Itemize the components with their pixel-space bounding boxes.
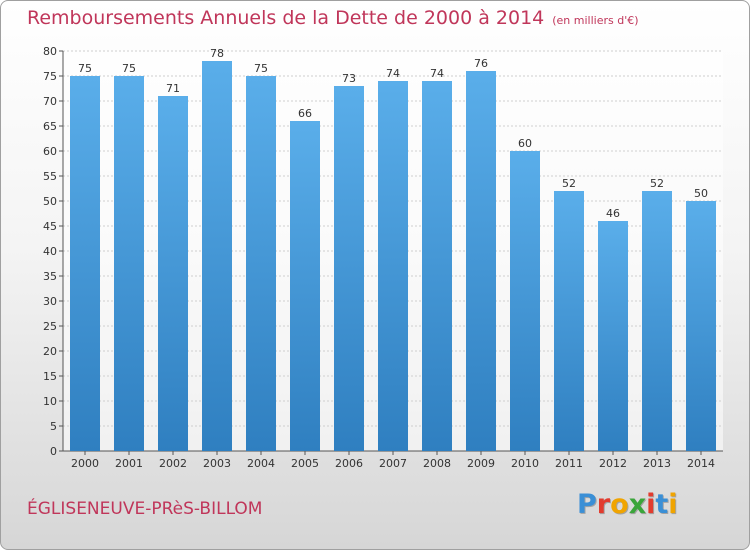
x-tick-label: 2009 [467, 457, 495, 470]
x-tick-label: 2001 [115, 457, 143, 470]
bar [202, 61, 232, 451]
x-tick-label: 2005 [291, 457, 319, 470]
y-tick-label: 50 [43, 195, 57, 208]
y-tick-label: 15 [43, 370, 57, 383]
data-label: 52 [562, 177, 576, 190]
bar [642, 191, 672, 451]
bar [686, 201, 716, 451]
y-tick-label: 0 [50, 445, 57, 458]
logo-letter: r [596, 489, 611, 520]
data-label: 74 [430, 67, 444, 80]
x-tick-label: 2011 [555, 457, 583, 470]
x-tick-label: 2008 [423, 457, 451, 470]
data-label: 52 [650, 177, 664, 190]
x-tick-label: 2010 [511, 457, 539, 470]
y-tick-label: 60 [43, 145, 57, 158]
bar [158, 96, 188, 451]
bar [510, 151, 540, 451]
logo-letter: i [646, 489, 656, 520]
y-tick-label: 20 [43, 345, 57, 358]
data-label: 74 [386, 67, 400, 80]
data-label: 76 [474, 57, 488, 70]
x-tick-label: 2007 [379, 457, 407, 470]
bar [422, 81, 452, 451]
logo-letter: P [577, 489, 597, 520]
x-tick-label: 2012 [599, 457, 627, 470]
data-label: 75 [254, 62, 268, 75]
y-tick-label: 5 [50, 420, 57, 433]
y-tick-label: 70 [43, 95, 57, 108]
data-label: 60 [518, 137, 532, 150]
bar [598, 221, 628, 451]
y-tick-label: 10 [43, 395, 57, 408]
chart-unit: (en milliers d'€) [552, 14, 639, 27]
data-label: 50 [694, 187, 708, 200]
logo-letter: o [610, 489, 629, 520]
bar [70, 76, 100, 451]
logo-letter: i [668, 489, 678, 520]
data-label: 73 [342, 72, 356, 85]
x-tick-label: 2004 [247, 457, 275, 470]
bar [246, 76, 276, 451]
x-tick-label: 2006 [335, 457, 363, 470]
bar [114, 76, 144, 451]
data-label: 71 [166, 82, 180, 95]
bar [378, 81, 408, 451]
y-tick-label: 75 [43, 70, 57, 83]
data-label: 66 [298, 107, 312, 120]
y-tick-label: 65 [43, 120, 57, 133]
y-tick-label: 80 [43, 45, 57, 58]
x-tick-label: 2013 [643, 457, 671, 470]
y-tick-label: 30 [43, 295, 57, 308]
logo-letter: t [655, 489, 669, 520]
data-label: 75 [122, 62, 136, 75]
data-label: 78 [210, 47, 224, 60]
chart-title-text: Remboursements Annuels de la Dette de 20… [27, 7, 545, 29]
y-tick-label: 55 [43, 170, 57, 183]
y-tick-label: 35 [43, 270, 57, 283]
y-tick-label: 45 [43, 220, 57, 233]
x-tick-label: 2002 [159, 457, 187, 470]
bar [290, 121, 320, 451]
bar [466, 71, 496, 451]
y-tick-label: 25 [43, 320, 57, 333]
x-tick-label: 2000 [71, 457, 99, 470]
y-tick-label: 40 [43, 245, 57, 258]
data-label: 46 [606, 207, 620, 220]
chart-title: Remboursements Annuels de la Dette de 20… [27, 7, 639, 29]
proxiti-logo: Proxiti [577, 489, 678, 520]
logo-letter: x [628, 489, 647, 520]
commune-name: ÉGLISENEUVE-PRèS-BILLOM [27, 499, 263, 519]
x-tick-label: 2003 [203, 457, 231, 470]
bar [554, 191, 584, 451]
x-tick-label: 2014 [687, 457, 715, 470]
bar [334, 86, 364, 451]
data-label: 75 [78, 62, 92, 75]
